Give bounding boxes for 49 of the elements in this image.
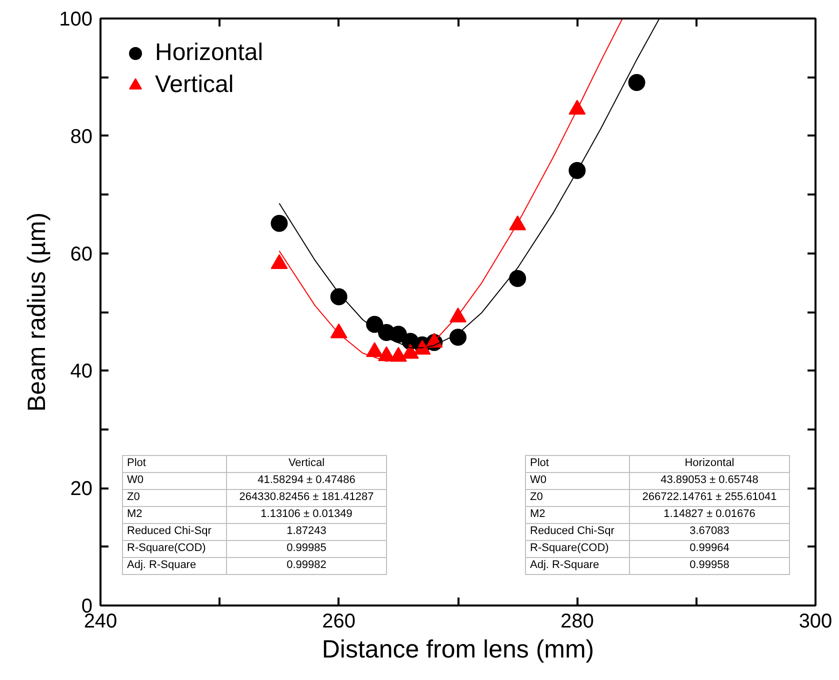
annotation: W0	[526, 472, 630, 490]
annotation: R-Square(COD)	[122, 540, 226, 558]
annotation: 1.13106 ± 0.01349	[226, 506, 386, 524]
annotation: 264330.82456 ± 181.41287	[226, 490, 386, 506]
y-axis-title: Beam radius (µm)	[23, 212, 52, 412]
annotation: Vertical	[226, 456, 386, 472]
annotation: W0	[122, 472, 226, 490]
annotation: 1.87243	[226, 524, 386, 540]
annotation: M2	[526, 506, 630, 524]
annotation: R-Square(COD)	[526, 540, 630, 558]
annotation: 1.14827 ± 0.01676	[630, 506, 790, 524]
annotation: Adj. R-Square	[122, 558, 226, 574]
x-tick-label: 260	[322, 610, 356, 632]
annotation: Horizontal	[630, 456, 790, 472]
annotation: 0.99958	[630, 558, 790, 574]
point	[450, 308, 466, 322]
x-tick-label: 300	[798, 610, 832, 632]
point	[330, 288, 348, 306]
y-tick-label: 40	[70, 360, 93, 383]
annotation: Reduced Chi-Sqr	[526, 524, 630, 540]
annotation: M2	[122, 506, 226, 524]
y-tick-label: 100	[59, 8, 93, 30]
point	[509, 270, 526, 288]
point	[628, 74, 646, 91]
legend-label: Horizontal	[155, 39, 264, 67]
annotation: 0.99982	[226, 558, 386, 574]
annotation: Plot	[526, 456, 630, 472]
annotation: Z0	[526, 490, 630, 506]
annotation: Plot	[122, 456, 226, 472]
x-tick-label: 280	[560, 610, 594, 632]
annotation: Adj. R-Square	[526, 558, 630, 574]
annotation: Z0	[122, 490, 226, 506]
point	[270, 214, 288, 232]
point	[568, 162, 586, 180]
x-axis-title: Distance from lens (mm)	[322, 636, 594, 664]
point	[366, 342, 384, 358]
point	[450, 328, 466, 346]
legend-label: Vertical	[155, 71, 234, 99]
y-tick-label: 80	[70, 126, 93, 148]
point	[330, 323, 348, 338]
annotation: 266722.14761 ± 255.61041	[630, 490, 790, 506]
y-tick-label: 60	[70, 243, 93, 266]
annotation: 43.89053 ± 0.65748	[630, 472, 790, 490]
annotation: 0.99985	[226, 540, 386, 558]
annotation: 3.67083	[630, 524, 790, 540]
annotation: 0.99964	[630, 540, 790, 558]
annotation: Reduced Chi-Sqr	[122, 524, 226, 540]
y-tick-label: 20	[70, 478, 93, 500]
annotation: 41.58294 ± 0.47486	[226, 472, 386, 490]
